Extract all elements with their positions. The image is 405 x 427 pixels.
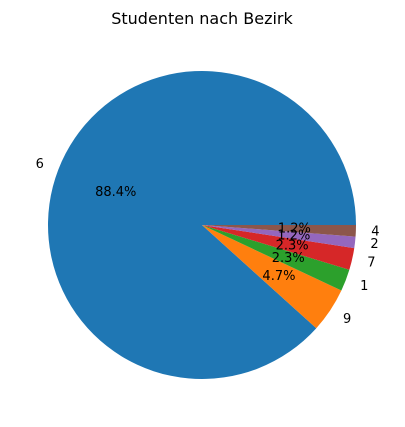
percent-labels: 88.4%4.7%2.3%2.3%1.2%1.2% (95, 185, 311, 284)
category-label-6: 6 (36, 157, 44, 172)
category-label-2: 2 (370, 237, 378, 252)
pie-slice-1 (202, 225, 350, 291)
percent-label-9: 4.7% (262, 269, 295, 284)
percent-label-2: 1.2% (277, 228, 310, 243)
percent-label-7: 2.3% (276, 238, 309, 253)
percent-label-4: 1.2% (278, 221, 311, 236)
pie-slice-6 (48, 70, 356, 379)
pie-slices (48, 70, 356, 379)
percent-label-1: 2.3% (272, 251, 305, 266)
pie-slice-9 (202, 225, 342, 329)
percent-label-6: 88.4% (95, 185, 136, 200)
pie-slice-2 (202, 225, 356, 249)
category-labels: 6 9 1 7 24 (36, 157, 380, 327)
category-label-7: 7 (367, 255, 375, 270)
pie-slice-7 (202, 225, 355, 270)
pie-slice-4 (202, 225, 356, 237)
category-label-9: 9 (343, 312, 351, 327)
category-label-1: 1 (360, 279, 368, 294)
category-label-4: 4 (371, 224, 379, 239)
chart-title: Studenten nach Bezirk (111, 9, 293, 28)
